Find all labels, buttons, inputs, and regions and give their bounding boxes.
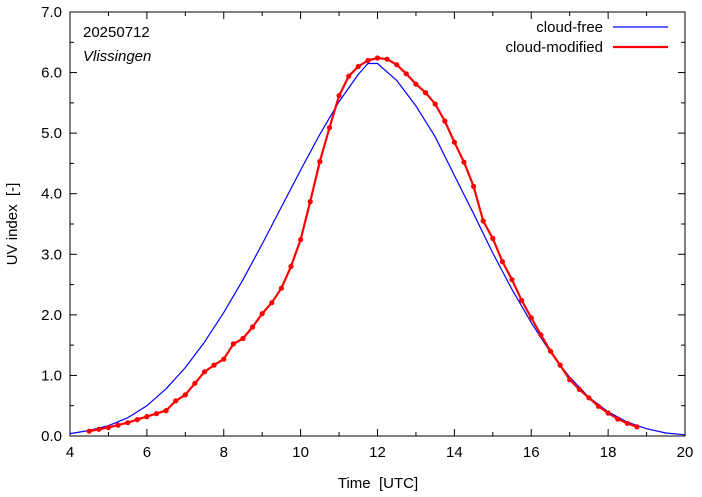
data-point-cloud-modified [115, 422, 121, 428]
legend: cloud-free cloud-modified [505, 19, 668, 56]
data-point-cloud-modified [240, 335, 246, 342]
data-point-cloud-modified [86, 428, 92, 434]
series-layer [69, 55, 686, 436]
data-point-cloud-modified [211, 362, 217, 368]
y-tick-label: 5.0 [41, 125, 62, 142]
data-point-cloud-modified [557, 362, 563, 368]
data-point-cloud-modified [451, 139, 457, 145]
series-line-cloud-free [69, 62, 686, 436]
y-tick-label: 4.0 [41, 186, 62, 203]
data-point-cloud-modified [634, 424, 640, 430]
data-point-cloud-modified [384, 56, 390, 62]
series-line-cloud-modified [88, 56, 638, 433]
data-point-cloud-modified [403, 71, 409, 77]
data-point-cloud-modified [326, 125, 333, 131]
data-point-cloud-modified [509, 277, 515, 283]
data-point-cloud-modified [624, 420, 630, 426]
data-point-cloud-modified [480, 218, 486, 224]
data-point-cloud-modified [278, 285, 284, 291]
data-point-cloud-modified [413, 81, 419, 87]
data-point-cloud-modified [96, 426, 102, 432]
x-tick-labels: 4 6 8 10 12 14 16 18 20 [66, 444, 694, 461]
data-point-cloud-modified [259, 311, 265, 317]
data-point-cloud-modified [461, 159, 467, 165]
x-tick-label: 10 [292, 444, 309, 461]
axis-ticks [69, 11, 686, 437]
plot-frame [69, 11, 686, 437]
data-point-cloud-modified [192, 380, 198, 386]
data-point-cloud-modified [615, 416, 621, 422]
x-tick-label: 12 [369, 444, 386, 461]
data-point-cloud-modified [432, 101, 438, 107]
data-point-cloud-modified [538, 332, 544, 338]
data-point-cloud-modified [605, 410, 611, 416]
data-point-cloud-modified [576, 386, 582, 392]
data-point-cloud-modified [499, 259, 505, 265]
x-tick-label: 18 [600, 444, 617, 461]
data-point-cloud-modified [586, 395, 592, 401]
x-tick-label: 8 [220, 444, 228, 461]
legend-label-cloud-modified: cloud-modified [505, 39, 603, 56]
data-point-cloud-modified [105, 424, 111, 431]
y-tick-labels: 0.0 1.0 2.0 3.0 4.0 5.0 6.0 7.0 [41, 4, 62, 445]
data-point-cloud-modified [519, 297, 525, 303]
data-point-cloud-modified [422, 90, 429, 96]
data-point-cloud-modified [144, 414, 150, 420]
data-point-cloud-modified [134, 417, 140, 423]
x-tick-label: 16 [523, 444, 540, 461]
data-point-cloud-modified [365, 57, 371, 64]
data-point-cloud-modified [173, 398, 179, 404]
y-tick-label: 0.0 [41, 428, 62, 445]
y-tick-label: 1.0 [41, 367, 62, 384]
y-tick-label: 2.0 [41, 307, 62, 324]
data-point-cloud-modified [307, 199, 313, 205]
data-point-cloud-modified [163, 408, 169, 414]
data-point-cloud-modified [394, 62, 400, 68]
x-axis-label: Time [UTC] [338, 475, 418, 492]
data-point-cloud-modified [153, 411, 160, 417]
data-point-cloud-modified [490, 235, 496, 242]
x-tick-label: 20 [677, 444, 694, 461]
x-tick-label: 14 [446, 444, 463, 461]
y-tick-label: 3.0 [41, 246, 62, 263]
data-point-cloud-modified [471, 183, 477, 189]
data-point-cloud-modified [442, 118, 448, 124]
data-point-cloud-modified [355, 63, 361, 70]
data-point-cloud-modified [567, 377, 573, 383]
x-tick-label: 4 [66, 444, 74, 461]
data-point-cloud-modified [221, 356, 227, 362]
data-point-cloud-modified [269, 300, 275, 306]
x-tick-label: 6 [143, 444, 151, 461]
data-point-cloud-modified [125, 420, 131, 426]
legend-label-cloud-free: cloud-free [536, 19, 603, 36]
data-point-cloud-modified [298, 237, 304, 243]
data-point-cloud-modified [547, 348, 554, 354]
data-point-cloud-modified [317, 159, 323, 165]
date-label: 20250712 [83, 24, 150, 41]
data-point-cloud-modified [528, 315, 534, 321]
data-point-cloud-modified [182, 392, 188, 398]
y-tick-label: 7.0 [41, 4, 62, 21]
y-axis-label: UV index [-] [4, 183, 21, 266]
data-point-cloud-modified [250, 324, 256, 330]
data-point-cloud-modified [346, 73, 352, 79]
data-point-cloud-modified [288, 263, 294, 269]
data-point-cloud-modified [595, 403, 602, 409]
data-point-cloud-modified [201, 369, 208, 375]
data-point-cloud-modified [230, 341, 236, 347]
y-tick-label: 6.0 [41, 65, 62, 82]
location-label: Vlissingen [83, 48, 151, 65]
data-point-cloud-modified [336, 93, 342, 99]
data-point-cloud-modified [374, 55, 381, 61]
